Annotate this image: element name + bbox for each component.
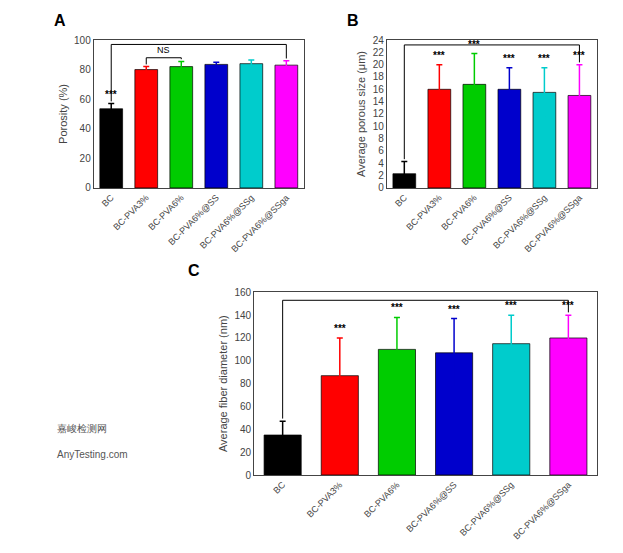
svg-text:160: 160	[234, 287, 251, 298]
svg-text:***: ***	[503, 53, 515, 64]
svg-text:80: 80	[80, 64, 92, 75]
svg-text:BC-PVA6%@SSga: BC-PVA6%@SSga	[229, 193, 291, 255]
svg-text:BC-PVA6%@SS: BC-PVA6%@SS	[460, 193, 514, 247]
svg-text:80: 80	[240, 378, 252, 389]
svg-text:0: 0	[378, 182, 384, 193]
svg-text:BC-PVA6%@SSga: BC-PVA6%@SSga	[522, 193, 584, 255]
svg-text:BC-PVA6%@SSga: BC-PVA6%@SSga	[511, 480, 573, 542]
svg-text:6: 6	[378, 145, 384, 156]
svg-text:140: 140	[234, 310, 251, 321]
svg-text:A: A	[54, 12, 66, 29]
svg-text:2: 2	[378, 170, 384, 181]
svg-text:Average fiber diameter (nm): Average fiber diameter (nm)	[217, 315, 229, 452]
svg-text:100: 100	[234, 355, 251, 366]
svg-text:12: 12	[373, 108, 385, 119]
svg-text:***: ***	[391, 302, 403, 313]
svg-text:24: 24	[373, 35, 385, 46]
svg-text:BC-PVA6%@SS: BC-PVA6%@SS	[166, 193, 220, 247]
svg-text:10: 10	[373, 121, 385, 132]
svg-text:AnyTesting.com: AnyTesting.com	[57, 449, 128, 460]
svg-text:C: C	[188, 262, 200, 279]
svg-text:60: 60	[80, 94, 92, 105]
svg-text:NS: NS	[157, 45, 170, 55]
svg-text:0: 0	[85, 182, 91, 193]
svg-text:BC: BC	[393, 192, 409, 208]
svg-text:***: ***	[448, 304, 460, 315]
svg-text:BC-PVA6%: BC-PVA6%	[146, 193, 185, 232]
svg-text:***: ***	[538, 53, 550, 64]
svg-text:BC-PVA3%: BC-PVA3%	[111, 193, 150, 232]
svg-text:4: 4	[378, 158, 384, 169]
svg-text:***: ***	[334, 323, 346, 334]
svg-text:BC-PVA3%: BC-PVA3%	[404, 193, 443, 232]
svg-text:8: 8	[378, 133, 384, 144]
svg-text:BC-PVA6%@SSg: BC-PVA6%@SSg	[198, 193, 256, 251]
svg-text:***: ***	[505, 300, 517, 311]
svg-text:20: 20	[80, 153, 92, 164]
svg-text:0: 0	[246, 470, 252, 481]
svg-text:40: 40	[240, 424, 252, 435]
svg-text:120: 120	[234, 332, 251, 343]
svg-text:20: 20	[373, 59, 385, 70]
svg-text:18: 18	[373, 71, 385, 82]
svg-text:20: 20	[240, 447, 252, 458]
svg-text:Average porous size (μm): Average porous size (μm)	[355, 51, 367, 177]
svg-text:BC-PVA6%: BC-PVA6%	[362, 480, 401, 519]
svg-text:BC: BC	[100, 192, 116, 208]
svg-text:BC-PVA6%@SS: BC-PVA6%@SS	[404, 480, 458, 534]
svg-text:***: ***	[468, 39, 480, 50]
svg-text:14: 14	[373, 96, 385, 107]
svg-text:BC-PVA6%@SSg: BC-PVA6%@SSg	[491, 193, 549, 251]
svg-text:***: ***	[562, 300, 574, 311]
svg-text:***: ***	[105, 89, 117, 100]
svg-text:B: B	[347, 12, 359, 29]
svg-text:40: 40	[80, 123, 92, 134]
svg-text:Porosity (%): Porosity (%)	[57, 84, 69, 144]
svg-text:BC: BC	[271, 479, 287, 495]
svg-text:***: ***	[433, 50, 445, 61]
svg-text:60: 60	[240, 401, 252, 412]
svg-text:100: 100	[74, 35, 91, 46]
svg-text:***: ***	[573, 50, 585, 61]
svg-text:嘉峻检测网: 嘉峻检测网	[57, 423, 107, 434]
svg-text:16: 16	[373, 84, 385, 95]
svg-text:BC-PVA6%@SSg: BC-PVA6%@SSg	[458, 480, 516, 538]
svg-text:BC-PVA3%: BC-PVA3%	[305, 480, 344, 519]
svg-text:22: 22	[373, 47, 385, 58]
svg-text:BC-PVA6%: BC-PVA6%	[439, 193, 478, 232]
